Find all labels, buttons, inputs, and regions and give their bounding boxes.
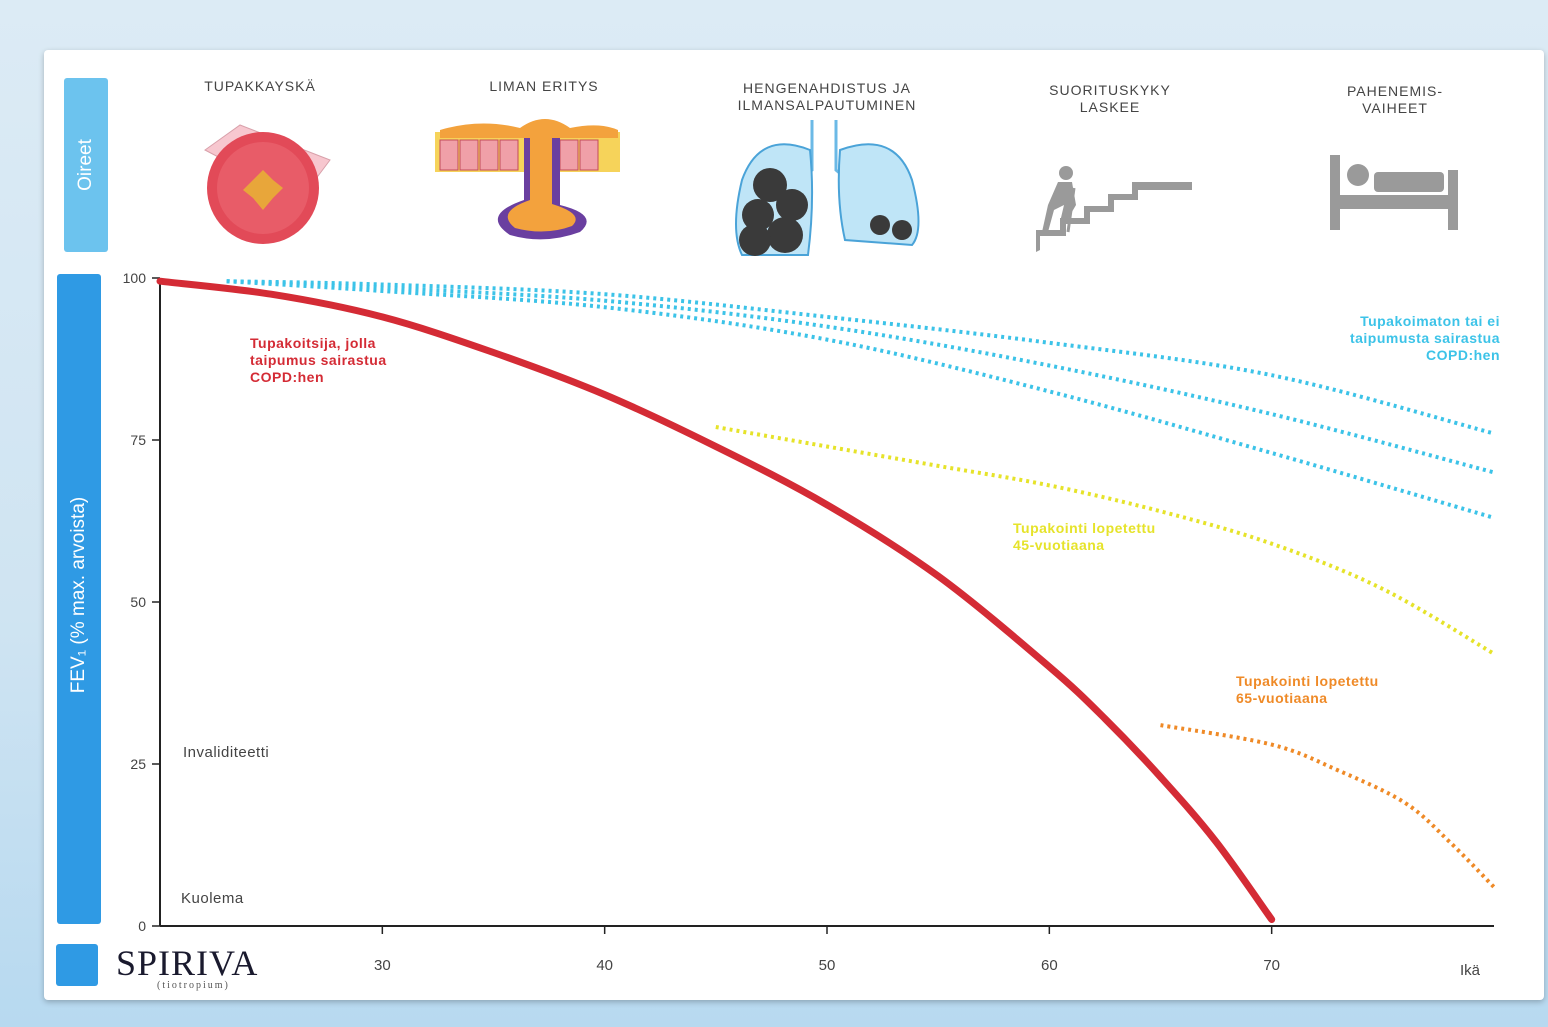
person-climbing-stairs-icon (1036, 166, 1192, 252)
spiriva-logo: SPIRIVA (116, 943, 259, 983)
symptom-label-exacerbations: PAHENEMIS- VAIHEET (1346, 83, 1444, 116)
axes (159, 278, 1494, 927)
annotation-death: Kuolema (181, 890, 244, 907)
x-tick-label: 70 (1263, 957, 1280, 974)
y-ticks: 0 25 50 75 100 (123, 270, 160, 934)
logo-square (56, 944, 98, 986)
symptom-label-mucus: LIMAN ERITYS (489, 78, 599, 94)
annotation-quit-45: Tupakointi lopetettu 45-vuotiaana (1013, 520, 1156, 553)
y-axis-band: FEV₁ (% max. arvoista) (57, 274, 101, 924)
symptoms-band: Oireet (64, 78, 108, 252)
series-quit-45 (715, 425, 1496, 656)
symptom-label-breathlessness: HENGENAHDISTUS JA ILMANSALPAUTUMINEN (737, 80, 917, 113)
series-nonsmoker-2 (226, 279, 1495, 475)
x-tick-label: 30 (374, 957, 391, 974)
series-group (156, 277, 1496, 923)
annotation-disability: Invaliditeetti (183, 744, 269, 761)
series-nonsmoker-1 (226, 279, 1495, 436)
y-tick-label: 100 (123, 270, 147, 286)
y-tick-label: 75 (130, 432, 146, 448)
mucus-gland-icon (435, 119, 620, 240)
y-tick-label: 50 (130, 594, 146, 610)
airway-cross-section-icon (204, 124, 331, 244)
series-quit-65 (1160, 723, 1496, 889)
lungs-icon (735, 120, 920, 256)
series-nonsmoker-3 (226, 279, 1495, 520)
annotations-group: Tupakoitsija, jolla taipumus sairastua COP… (181, 313, 1500, 907)
symptom-label-cough: TUPAKKAYSKÄ (204, 78, 316, 94)
x-axis-title: Ikä (1460, 962, 1481, 979)
patient-in-bed-icon (1330, 155, 1458, 230)
x-tick-label: 60 (1041, 957, 1058, 974)
series-smoker-copd (156, 277, 1276, 923)
annotation-nonsmoker: Tupakoimaton tai ei taipumusta sairastua C… (1350, 313, 1500, 363)
x-tick-label: 50 (819, 957, 836, 974)
x-tick-label: 40 (596, 957, 613, 974)
spiriva-logo-sub: (tiotropium) (157, 980, 230, 991)
x-ticks: 30 40 50 60 70 (374, 926, 1280, 974)
y-tick-label: 0 (138, 918, 146, 934)
symptom-label-performance: SUORITUSKYKY LASKEE (1049, 82, 1171, 115)
y-tick-label: 25 (130, 756, 146, 772)
annotation-smoker: Tupakoitsija, jolla taipumus sairastua COP… (250, 335, 387, 385)
annotation-quit-65: Tupakointi lopetettu 65-vuotiaana (1236, 673, 1379, 706)
